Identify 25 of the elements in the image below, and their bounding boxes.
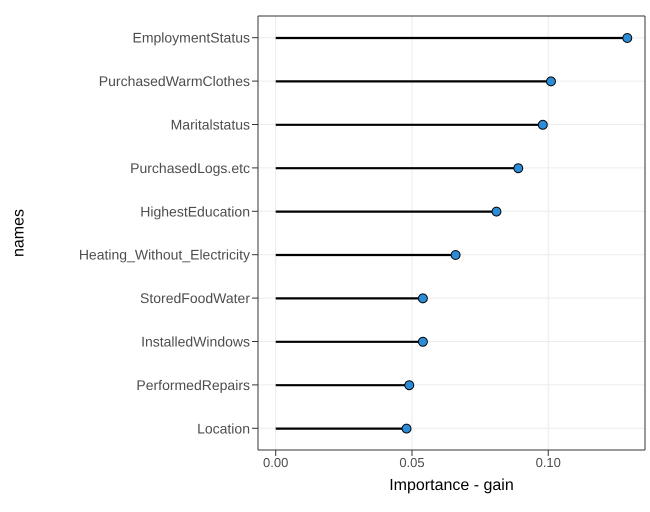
- y-tick-label: InstalledWindows: [141, 333, 250, 350]
- y-tick-label: HighestEducation: [140, 203, 250, 220]
- x-axis-title: Importance - gain: [389, 477, 514, 494]
- y-tick-label: EmploymentStatus: [132, 30, 250, 46]
- point: [402, 424, 412, 434]
- x-tick-label: 0.05: [399, 455, 425, 470]
- point: [450, 250, 461, 260]
- y-tick-label: PurchasedWarmClothes: [98, 73, 250, 90]
- y-tick-label: Maritalstatus: [170, 116, 250, 132]
- x-tick-label: 0.00: [263, 455, 288, 470]
- x-tick-label: 0.10: [536, 455, 561, 470]
- point: [538, 120, 548, 130]
- y-axis-title: names: [10, 208, 28, 258]
- point: [513, 163, 524, 174]
- y-tick-label: Location: [197, 420, 250, 436]
- point: [418, 336, 428, 347]
- point: [491, 206, 502, 217]
- y-tick-label: StoredFoodWater: [140, 290, 250, 306]
- point: [622, 33, 632, 43]
- y-tick-label: Heating_Without_Electricity: [78, 246, 250, 263]
- point: [418, 293, 428, 304]
- y-tick-label: PurchasedLogs.etc: [130, 160, 250, 176]
- y-tick-label: PerformedRepairs: [136, 376, 250, 393]
- point: [404, 380, 414, 390]
- point: [546, 76, 556, 86]
